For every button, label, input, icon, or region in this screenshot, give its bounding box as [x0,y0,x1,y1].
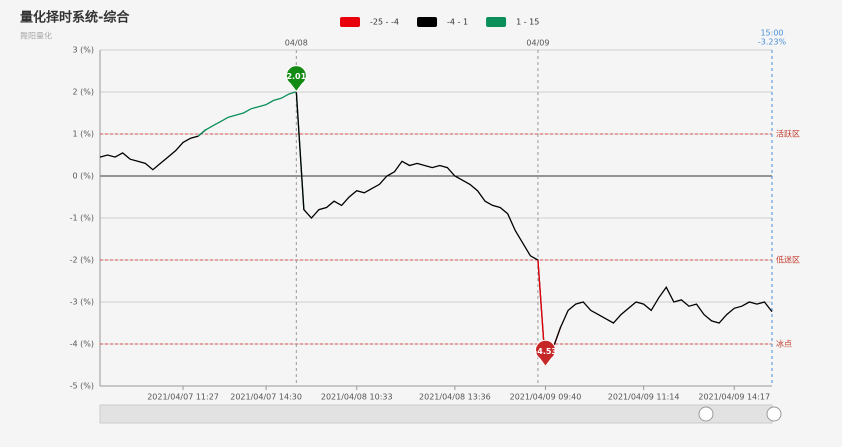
navigator[interactable] [99,404,773,424]
x-tick-label: 2021/04/08 13:36 [419,393,491,402]
x-tick-label: 2021/04/07 14:30 [230,393,302,402]
legend-label: -4 - 1 [447,18,468,27]
pin-label: 2.01 [286,72,306,81]
y-tick-label: 1 (%) [73,130,94,139]
chart-title: 量化择时系统-综合 [20,10,130,26]
x-tick-label: 2021/04/09 14:17 [698,393,770,402]
vertical-marker-label: 04/08 [285,39,308,48]
vertical-marker-label: 04/09 [526,39,549,48]
pin [285,65,307,93]
chart-subtitle: 舞阳量化 [20,31,52,41]
x-tick-label: 2021/04/09 09:40 [510,393,582,402]
legend-swatch [486,17,507,27]
y-tick-label: -3 (%) [70,298,94,307]
y-tick-label: 2 (%) [73,88,94,97]
y-tick-label: 0 (%) [73,172,94,181]
legend-label: 1 - 15 [516,18,539,27]
y-tick-label: 3 (%) [73,46,94,55]
navigator-handle[interactable] [766,406,782,422]
legend-label: -25 - -4 [370,18,399,27]
y-tick-label: -2 (%) [70,256,94,265]
pin [535,339,556,368]
line-segment [197,90,305,210]
reference-label: 低迷区 [776,255,800,265]
line-segment [295,91,547,367]
y-tick-label: -5 (%) [70,382,94,391]
reference-label: 活跃区 [776,129,800,139]
legend-swatch [340,17,360,27]
vertical-marker-sublabel: -3.23% [758,38,787,47]
navigator-handle[interactable] [698,406,714,422]
line-segment [99,129,207,171]
legend-swatch [417,17,438,27]
x-tick-label: 2021/04/08 10:33 [321,393,393,402]
y-tick-label: -1 (%) [70,214,94,223]
vertical-marker-label: 15:00 [760,29,783,38]
x-tick-label: 2021/04/09 11:14 [608,393,680,402]
pin-label: -4.53 [534,347,557,356]
x-tick-label: 2021/04/07 11:27 [147,393,219,402]
y-tick-label: -4 (%) [70,340,94,349]
line-segment [552,286,773,349]
reference-label: 冰点 [776,339,792,349]
